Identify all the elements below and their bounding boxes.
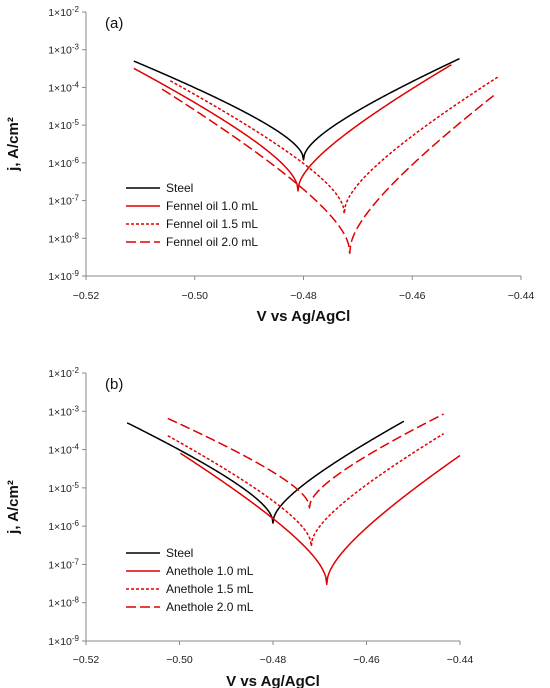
series-line-0 bbox=[126, 420, 405, 524]
legend-label: Anethole 1.0 mL bbox=[166, 564, 254, 578]
series-line-3 bbox=[167, 413, 444, 509]
chart-panel-a: 1×10-9 1×10-8 1×10-7 1×10-6 1×10-5 1×10-4 1×10… bbox=[5, 5, 534, 325]
y-tick-label: 1×10-4 bbox=[48, 80, 79, 94]
y-tick-label: 1×10-5 bbox=[48, 481, 79, 495]
y-tick-label: 1×10-6 bbox=[48, 519, 79, 533]
y-tick-label: 1×10-2 bbox=[48, 366, 79, 380]
x-tick-label: −0.52 bbox=[73, 654, 100, 666]
x-tick-label: −0.48 bbox=[260, 654, 287, 666]
x-tick-label: −0.44 bbox=[508, 290, 535, 302]
chart-panel-b: 1×10-9 1×10-8 1×10-7 1×10-6 1×10-5 1×10-4 1×10… bbox=[5, 366, 473, 688]
series-line-1 bbox=[133, 64, 452, 192]
x-tick-label: −0.50 bbox=[181, 290, 208, 302]
legend-label: Steel bbox=[166, 181, 193, 195]
y-tick-label: 1×10-7 bbox=[48, 194, 79, 208]
x-tick-label: −0.46 bbox=[353, 654, 380, 666]
x-tick-label: −0.44 bbox=[447, 654, 474, 666]
y-tick-label: 1×10-8 bbox=[48, 596, 79, 610]
legend-label: Anethole 2.0 mL bbox=[166, 600, 254, 614]
y-tick-label: 1×10-8 bbox=[48, 231, 79, 245]
series-line-0 bbox=[133, 57, 460, 161]
y-tick-label: 1×10-9 bbox=[48, 269, 79, 283]
panel-label: (a) bbox=[105, 15, 123, 32]
y-tick-label: 1×10-9 bbox=[48, 634, 79, 648]
y-axis-label: j, A/cm² bbox=[5, 117, 22, 172]
x-axis-label: V vs Ag/AgCl bbox=[226, 673, 320, 688]
panel-label: (b) bbox=[105, 376, 123, 393]
x-tick-label: −0.50 bbox=[166, 654, 193, 666]
series-line-3 bbox=[161, 88, 497, 255]
legend-label: Fennel oil 1.0 mL bbox=[166, 199, 258, 213]
series-line-2 bbox=[169, 75, 500, 215]
y-tick-label: 1×10-3 bbox=[48, 43, 79, 57]
y-tick-label: 1×10-2 bbox=[48, 5, 79, 19]
x-tick-label: −0.48 bbox=[290, 290, 317, 302]
y-tick-label: 1×10-7 bbox=[48, 557, 79, 571]
y-tick-label: 1×10-5 bbox=[48, 118, 79, 132]
x-axis-label: V vs Ag/AgCl bbox=[257, 308, 351, 325]
x-tick-label: −0.52 bbox=[73, 290, 100, 302]
series-line-2 bbox=[167, 433, 445, 547]
y-axis-label: j, A/cm² bbox=[5, 480, 22, 535]
series-line-1 bbox=[180, 452, 461, 586]
legend-label: Steel bbox=[166, 546, 193, 560]
y-tick-label: 1×10-3 bbox=[48, 404, 79, 418]
y-tick-label: 1×10-4 bbox=[48, 443, 79, 457]
legend-label: Fennel oil 1.5 mL bbox=[166, 217, 258, 231]
legend-label: Anethole 1.5 mL bbox=[166, 582, 254, 596]
x-tick-label: −0.46 bbox=[399, 290, 426, 302]
y-tick-label: 1×10-6 bbox=[48, 156, 79, 170]
legend-label: Fennel oil 2.0 mL bbox=[166, 235, 258, 249]
